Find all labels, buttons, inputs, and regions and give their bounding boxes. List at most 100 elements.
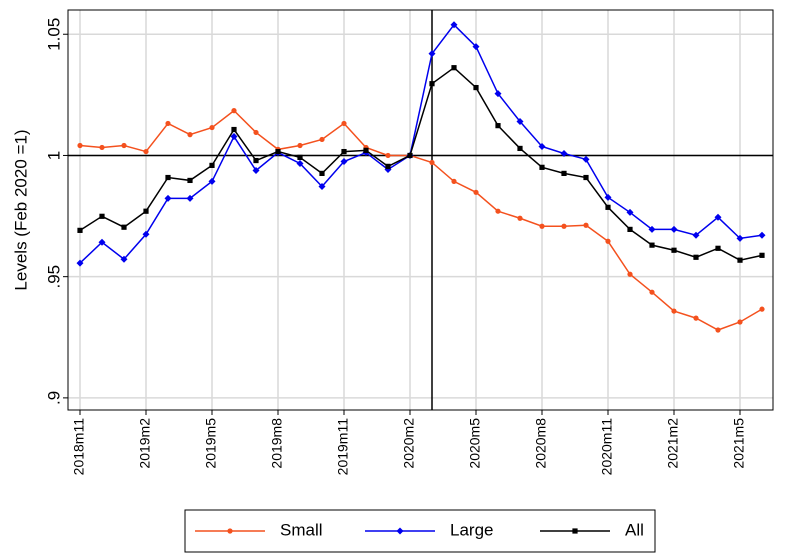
marker	[561, 170, 567, 176]
x-tick-label: 2019m5	[203, 418, 219, 469]
marker	[297, 142, 303, 149]
marker	[517, 145, 523, 152]
marker	[714, 213, 722, 221]
marker	[363, 147, 369, 153]
marker	[121, 142, 127, 149]
marker	[186, 194, 194, 202]
marker	[253, 157, 259, 164]
marker	[319, 136, 325, 143]
marker	[737, 257, 743, 263]
legend-label: Small	[280, 520, 323, 539]
marker	[495, 123, 501, 129]
marker	[605, 204, 611, 210]
x-tick-label: 2020m11	[599, 418, 615, 476]
marker	[341, 120, 347, 127]
y-tick-label: 1.05	[44, 18, 63, 51]
marker	[626, 208, 634, 216]
marker	[143, 148, 149, 155]
x-tick-label: 2019m11	[335, 418, 351, 476]
y-axis-label: Levels (Feb 2020 =1)	[11, 129, 30, 290]
x-tick-label: 2021m5	[731, 418, 747, 469]
marker	[494, 90, 502, 98]
x-tick-label: 2020m8	[533, 418, 549, 469]
marker	[736, 234, 744, 242]
marker	[516, 118, 524, 126]
marker	[538, 142, 546, 150]
marker	[165, 120, 171, 127]
marker	[428, 50, 436, 58]
marker	[583, 174, 589, 181]
marker	[385, 152, 391, 159]
marker	[231, 108, 237, 114]
marker	[560, 150, 568, 158]
marker	[758, 231, 766, 239]
legend-label: All	[625, 520, 644, 539]
marker	[253, 129, 259, 136]
marker	[209, 124, 215, 131]
marker	[715, 327, 721, 333]
marker	[451, 178, 457, 184]
marker	[230, 133, 238, 141]
marker	[670, 225, 678, 233]
x-tick-label: 2021m2	[665, 418, 681, 469]
marker	[759, 306, 765, 312]
marker	[473, 189, 479, 195]
marker	[165, 174, 171, 181]
marker	[252, 166, 260, 174]
marker	[473, 84, 479, 91]
x-tick-label: 2020m2	[401, 418, 417, 469]
marker	[121, 224, 127, 230]
marker	[604, 193, 612, 201]
marker	[77, 142, 83, 149]
marker	[318, 182, 326, 190]
marker	[671, 247, 677, 253]
marker	[649, 289, 655, 295]
series-line	[79, 23, 763, 264]
marker	[737, 319, 743, 325]
marker	[517, 215, 523, 221]
marker	[98, 238, 106, 246]
marker	[407, 152, 413, 159]
x-tick-label: 2018m11	[71, 418, 87, 476]
marker	[648, 225, 656, 233]
y-tick-label: 1	[44, 151, 63, 160]
series-line	[79, 66, 763, 261]
marker	[99, 144, 105, 151]
marker	[77, 227, 83, 233]
marker	[143, 208, 149, 214]
marker	[451, 65, 457, 71]
marker	[429, 81, 435, 87]
x-tick-label: 2020m5	[467, 418, 483, 469]
marker	[99, 213, 105, 219]
marker	[297, 154, 303, 160]
marker	[539, 223, 545, 229]
marker	[627, 271, 633, 277]
marker	[340, 158, 348, 166]
marker	[759, 252, 765, 258]
marker	[692, 231, 700, 239]
marker	[671, 308, 677, 314]
marker	[693, 254, 699, 260]
marker	[605, 238, 611, 244]
marker	[341, 148, 347, 155]
marker	[187, 177, 193, 184]
axes-frame	[67, 9, 774, 411]
marker	[142, 230, 150, 238]
marker	[715, 245, 721, 251]
marker	[627, 226, 633, 232]
x-tick-label: 2019m8	[269, 418, 285, 469]
marker	[209, 162, 215, 168]
legend-label: Large	[450, 520, 493, 539]
marker	[296, 159, 304, 167]
marker	[649, 242, 655, 248]
marker	[187, 132, 193, 138]
marker	[450, 21, 458, 29]
marker	[76, 259, 84, 267]
marker	[319, 170, 325, 176]
marker	[120, 255, 128, 263]
marker	[231, 126, 237, 133]
y-tick-label: .9	[44, 391, 63, 405]
marker	[429, 159, 435, 166]
x-tick-label: 2019m2	[137, 418, 153, 469]
